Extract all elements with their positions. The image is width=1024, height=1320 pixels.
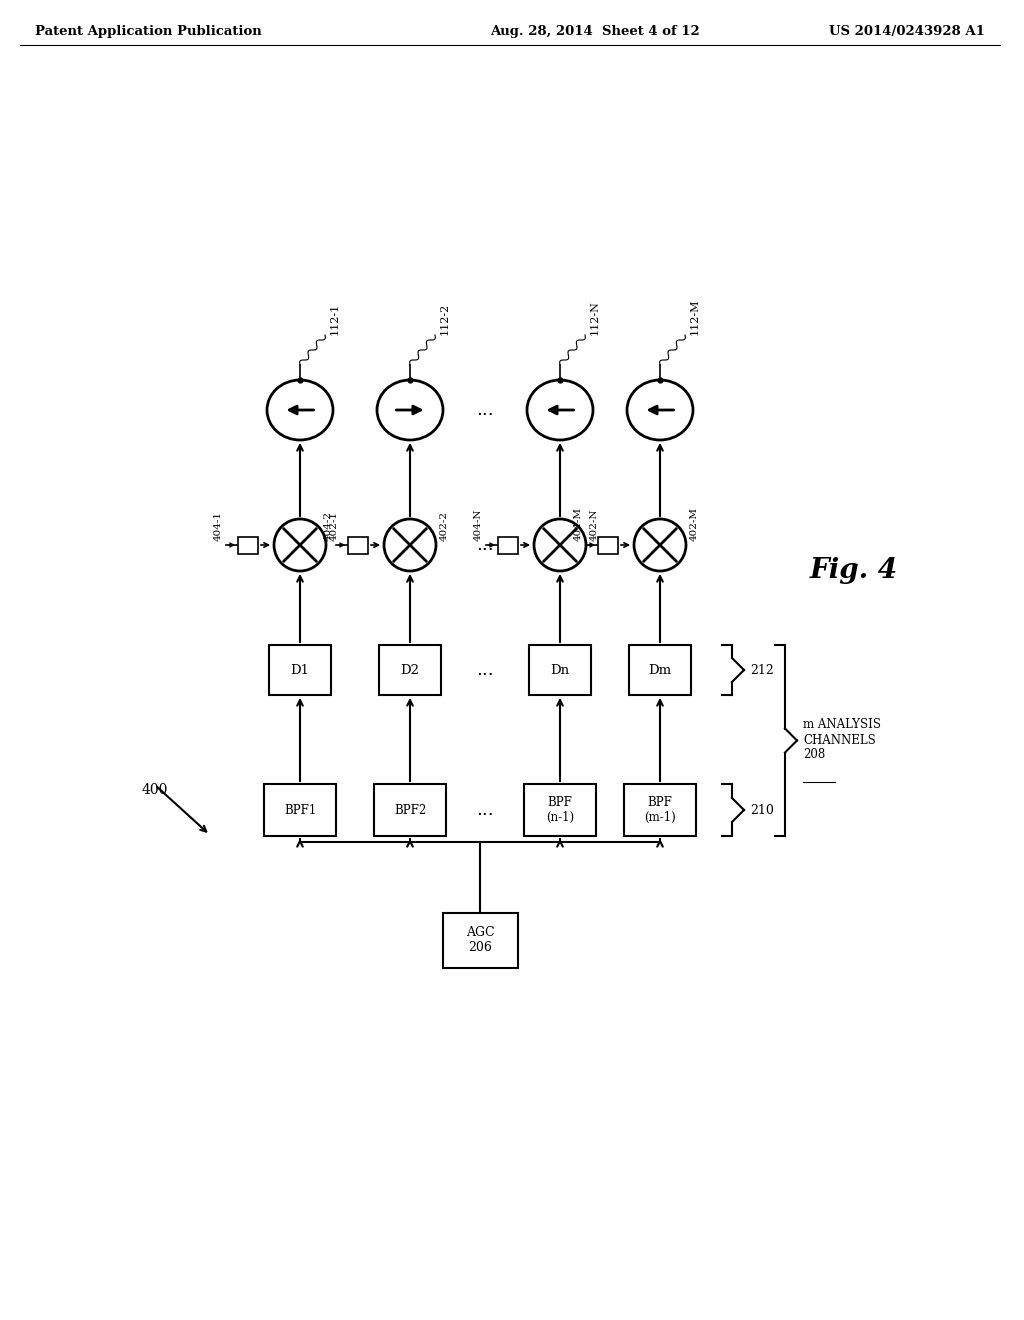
Bar xyxy=(624,784,696,836)
Text: 402-1: 402-1 xyxy=(330,511,339,541)
Text: ...: ... xyxy=(476,801,494,818)
Text: 400: 400 xyxy=(141,783,168,797)
Bar xyxy=(442,912,517,968)
Text: BPF
(n-1): BPF (n-1) xyxy=(546,796,574,824)
Text: 210: 210 xyxy=(750,804,774,817)
Circle shape xyxy=(274,519,326,572)
Text: 404-2: 404-2 xyxy=(324,511,333,541)
Bar xyxy=(238,536,258,553)
Text: Fig. 4: Fig. 4 xyxy=(810,557,898,583)
Bar xyxy=(498,536,518,553)
Text: BPF1: BPF1 xyxy=(284,804,316,817)
Text: BPF
(m-1): BPF (m-1) xyxy=(644,796,676,824)
Ellipse shape xyxy=(267,380,333,440)
Bar xyxy=(348,536,368,553)
Text: ...: ... xyxy=(476,536,494,554)
Text: 212: 212 xyxy=(750,664,774,676)
Bar xyxy=(264,784,336,836)
Text: D1: D1 xyxy=(291,664,309,676)
Text: Aug. 28, 2014  Sheet 4 of 12: Aug. 28, 2014 Sheet 4 of 12 xyxy=(490,25,699,38)
Text: 112-M: 112-M xyxy=(690,298,700,335)
Text: ...: ... xyxy=(476,661,494,678)
Text: AGC
206: AGC 206 xyxy=(466,927,495,954)
Text: 402-N: 402-N xyxy=(590,508,599,541)
Text: 112-2: 112-2 xyxy=(440,302,450,335)
Circle shape xyxy=(384,519,436,572)
Text: 404-1: 404-1 xyxy=(214,511,223,541)
Text: 404-M: 404-M xyxy=(574,507,583,541)
Text: Patent Application Publication: Patent Application Publication xyxy=(35,25,262,38)
Bar xyxy=(524,784,596,836)
Text: 112-N: 112-N xyxy=(590,300,600,335)
Circle shape xyxy=(534,519,586,572)
Text: 402-M: 402-M xyxy=(690,507,699,541)
Text: 404-N: 404-N xyxy=(474,508,483,541)
Ellipse shape xyxy=(377,380,443,440)
Text: m ANALYSIS
CHANNELS
208: m ANALYSIS CHANNELS 208 xyxy=(803,718,881,762)
Circle shape xyxy=(634,519,686,572)
Bar xyxy=(269,645,331,696)
Ellipse shape xyxy=(527,380,593,440)
Text: ...: ... xyxy=(476,401,494,418)
Bar xyxy=(374,784,446,836)
Bar xyxy=(629,645,691,696)
Text: 112-1: 112-1 xyxy=(330,302,340,335)
Text: US 2014/0243928 A1: US 2014/0243928 A1 xyxy=(829,25,985,38)
Text: Dm: Dm xyxy=(648,664,672,676)
Bar xyxy=(529,645,591,696)
Bar xyxy=(598,536,618,553)
Text: 402-2: 402-2 xyxy=(440,511,449,541)
Ellipse shape xyxy=(627,380,693,440)
Text: Dn: Dn xyxy=(551,664,569,676)
Text: BPF2: BPF2 xyxy=(394,804,426,817)
Text: D2: D2 xyxy=(400,664,420,676)
Bar xyxy=(379,645,441,696)
